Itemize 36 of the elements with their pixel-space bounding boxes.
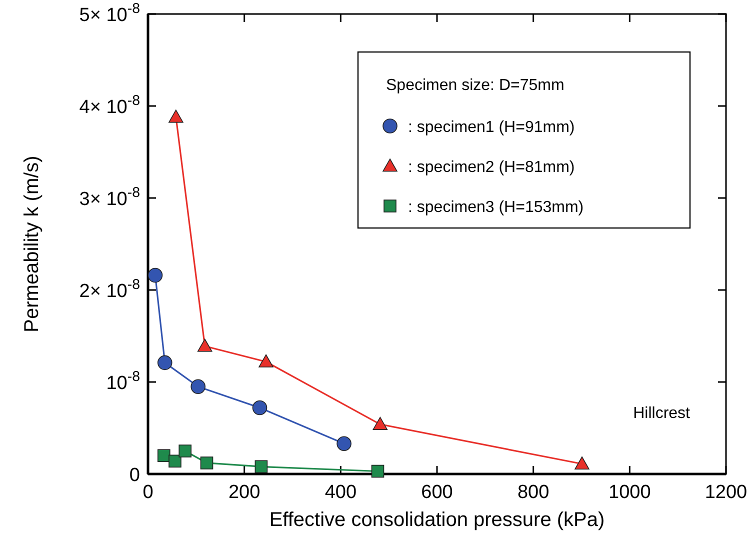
x-axis-title: Effective consolidation pressure (kPa) xyxy=(269,509,605,531)
point xyxy=(372,416,388,430)
point xyxy=(336,436,352,452)
x-tick-label: 400 xyxy=(324,482,357,503)
y-axis-title: Permeability k (m/s) xyxy=(21,156,43,332)
y-tick-label: 3× 10$^{-8}$ xyxy=(79,185,140,210)
point xyxy=(157,355,172,370)
point xyxy=(254,460,268,474)
annotation: Hillcrest xyxy=(633,405,691,422)
point xyxy=(168,454,182,468)
x-tick-label: 800 xyxy=(517,482,550,503)
y-tick-label: 10$^{-8}$ xyxy=(106,369,140,394)
legend-title: Specimen size: D=75mm xyxy=(386,77,564,94)
x-tick-label: 600 xyxy=(421,482,453,503)
point xyxy=(148,268,163,283)
point xyxy=(574,456,590,470)
point xyxy=(252,400,268,416)
point xyxy=(190,379,206,394)
x-tick-label: 1000 xyxy=(608,482,651,503)
y-tick-label: 0 xyxy=(129,465,140,486)
y-tick-label: 5× 10$^{-8}$ xyxy=(79,1,140,26)
point xyxy=(200,456,214,470)
y-tick-label: 4× 10$^{-8}$ xyxy=(79,93,140,118)
point xyxy=(258,354,274,368)
point xyxy=(157,449,170,462)
legend-label: : specimen1 (H=91mm) xyxy=(408,119,575,136)
x-tick-label: 1200 xyxy=(704,482,748,503)
point xyxy=(371,464,384,478)
point xyxy=(178,444,192,458)
legend-label: : specimen2 (H=81mm) xyxy=(408,159,575,176)
point xyxy=(197,338,212,352)
x-tick-label: 200 xyxy=(228,482,260,503)
y-tick-label: 2× 10$^{-8}$ xyxy=(79,277,140,302)
x-tick-label: 0 xyxy=(142,482,154,503)
legend-label: : specimen3 (H=153mm) xyxy=(408,199,584,216)
point xyxy=(168,110,184,123)
